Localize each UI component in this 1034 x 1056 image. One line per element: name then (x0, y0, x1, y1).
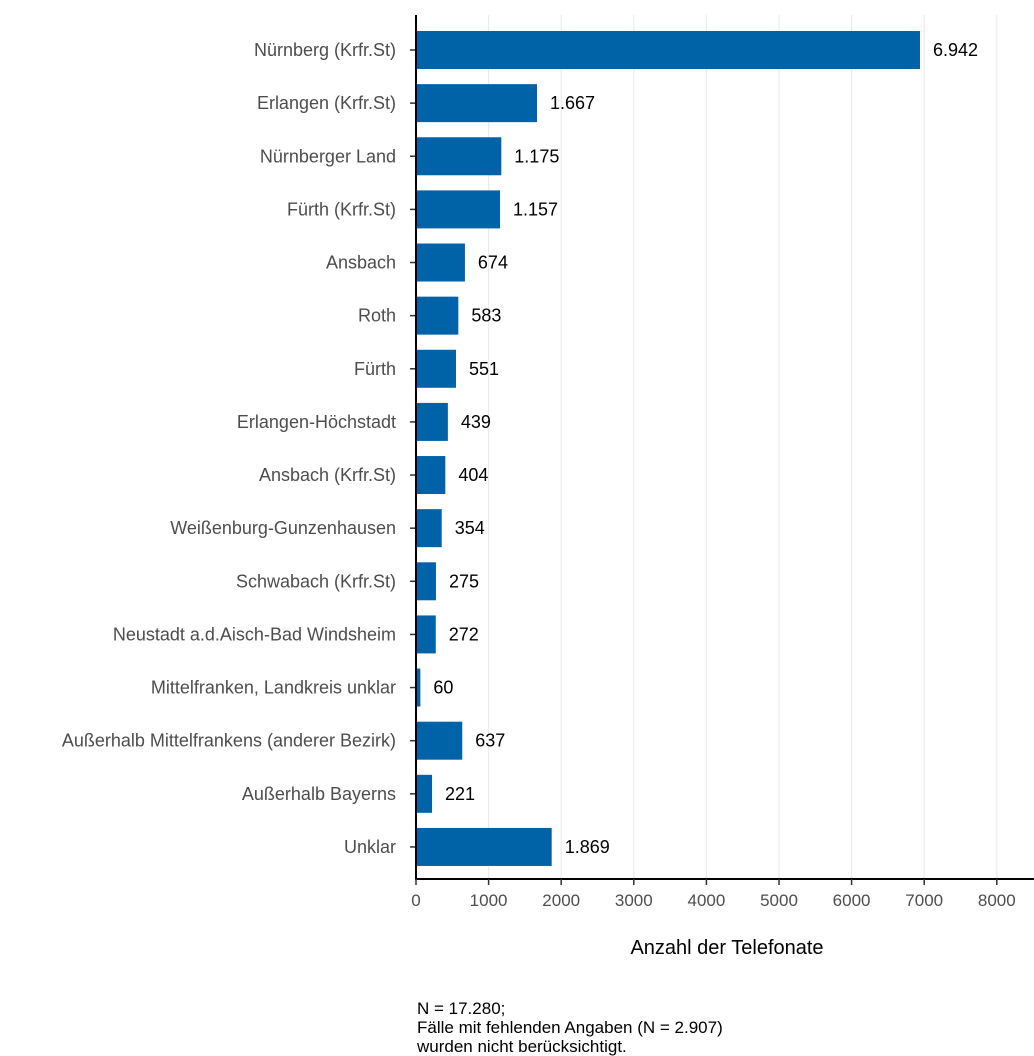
category-label: Erlangen (Krfr.St) (257, 93, 396, 113)
bar (416, 243, 465, 282)
data-label: 275 (449, 571, 479, 591)
x-tick-label: 2000 (542, 891, 580, 910)
bar (416, 296, 459, 335)
x-tick-label: 8000 (978, 891, 1016, 910)
category-label: Roth (358, 306, 396, 326)
data-label: 1.869 (565, 837, 610, 857)
x-tick-label: 3000 (615, 891, 653, 910)
category-label: Nürnberger Land (260, 146, 396, 166)
bar (416, 190, 500, 229)
x-tick-label: 1000 (470, 891, 508, 910)
data-label: 354 (455, 518, 485, 538)
data-label: 272 (449, 624, 479, 644)
bar (416, 349, 457, 388)
category-label: Erlangen-Höchstadt (237, 412, 396, 432)
data-label: 404 (458, 465, 488, 485)
x-tick-label: 5000 (760, 891, 798, 910)
category-label: Unklar (344, 837, 396, 857)
bar (416, 668, 421, 707)
bar (416, 562, 436, 601)
category-label: Ansbach (326, 253, 396, 273)
data-label: 6.942 (933, 40, 978, 60)
category-label: Ansbach (Krfr.St) (259, 465, 396, 485)
x-tick-label: 6000 (833, 891, 871, 910)
bar (416, 615, 436, 654)
bars (416, 31, 920, 866)
data-label: 439 (461, 412, 491, 432)
category-label: Fürth (354, 359, 396, 379)
bar (416, 31, 920, 69)
category-label: Außerhalb Bayerns (242, 784, 396, 804)
labels: Nürnberg (Krfr.St) 6.942 Erlangen (Krfr.St… (62, 40, 1016, 910)
gridlines (488, 15, 998, 879)
category-label: Neustadt a.d.Aisch-Bad Windsheim (113, 624, 396, 644)
axes (410, 15, 1034, 885)
data-label: 60 (433, 678, 453, 698)
bar (416, 774, 433, 813)
x-tick-label: 7000 (905, 891, 943, 910)
category-label: Schwabach (Krfr.St) (236, 571, 396, 591)
category-label: Nürnberg (Krfr.St) (254, 40, 396, 60)
bar (416, 456, 446, 495)
data-label: 1.157 (513, 199, 558, 219)
data-label: 637 (475, 731, 505, 751)
category-label: Außerhalb Mittelfrankens (anderer Bezirk… (62, 731, 396, 751)
data-label: 551 (469, 359, 499, 379)
category-label: Mittelfranken, Landkreis unklar (151, 678, 396, 698)
x-tick-label: 0 (411, 891, 420, 910)
chart-footnote: N = 17.280; Fälle mit fehlenden Angaben … (417, 999, 1017, 1056)
data-label: 1.175 (514, 146, 559, 166)
x-axis-title: Anzahl der Telefonate (630, 937, 823, 959)
footnote-line: N = 17.280; (417, 999, 506, 1018)
data-label: 583 (471, 306, 501, 326)
footnote-line: wurden nicht berücksichtigt. (417, 1037, 627, 1056)
bar (416, 509, 442, 548)
data-label: 1.667 (550, 93, 595, 113)
bar (416, 721, 463, 760)
bar (416, 137, 502, 176)
category-label: Weißenburg-Gunzenhausen (170, 518, 396, 538)
bar (416, 84, 538, 123)
footnote-line: Fälle mit fehlenden Angaben (N = 2.907) (417, 1018, 723, 1037)
category-label: Fürth (Krfr.St) (287, 199, 396, 219)
data-label: 221 (445, 784, 475, 804)
data-label: 674 (478, 253, 508, 273)
bar (416, 402, 448, 441)
x-tick-label: 4000 (687, 891, 725, 910)
bar (416, 827, 552, 866)
